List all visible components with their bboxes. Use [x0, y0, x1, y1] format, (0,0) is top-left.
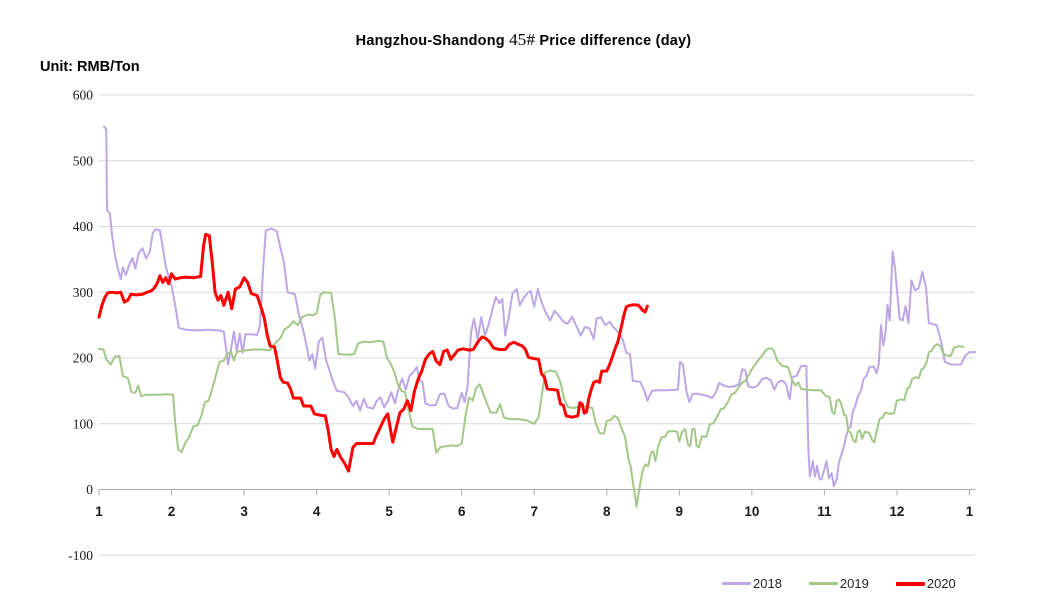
x-axis-label-0: 1: [95, 504, 103, 519]
legend-label-2018: 2018: [753, 576, 782, 591]
y-axis-label-600: 600: [73, 88, 94, 103]
title-grade-number: 45#: [509, 30, 536, 49]
y-axis-label-400: 400: [73, 219, 94, 234]
y-axis-label-300: 300: [73, 285, 94, 300]
unit-label: Unit: RMB/Ton: [40, 59, 140, 75]
legend-item-2018[interactable]: 2018: [722, 576, 782, 591]
x-axis-label-6: 7: [530, 504, 538, 519]
series-line-2018: [103, 125, 977, 488]
legend-swatch-2018-icon: [722, 582, 751, 585]
x-axis-label-9: 10: [744, 504, 759, 519]
legend-label-2019: 2019: [839, 576, 869, 591]
y-axis-label-200: 200: [73, 351, 94, 366]
y-axis-label-100: 100: [73, 416, 94, 431]
legend-item-2020[interactable]: 2020: [895, 576, 956, 591]
legend: 2018 2019 2020: [722, 576, 956, 591]
x-axis-label-8: 9: [676, 504, 684, 519]
x-axis-label-1: 2: [168, 504, 176, 519]
x-axis-label-2: 3: [240, 504, 248, 519]
title-part-left: Hangzhou-Shandong: [355, 33, 510, 49]
y-axis-label-0: 0: [86, 482, 93, 497]
x-axis-label-10: 11: [817, 504, 832, 519]
x-axis-label-3: 4: [313, 504, 321, 519]
x-axis-label-11: 12: [889, 504, 904, 519]
legend-label-2020: 2020: [926, 576, 956, 591]
legend-swatch-2019-icon: [808, 582, 838, 585]
y-axis-label-500: 500: [73, 153, 94, 168]
legend-item-2019[interactable]: 2019: [808, 576, 869, 591]
title-part-right: Price difference (day): [535, 33, 692, 49]
x-axis-label-7: 8: [603, 504, 611, 519]
y-axis-label--100: -100: [68, 548, 93, 563]
x-axis-label-5: 6: [458, 504, 466, 519]
x-axis-label-12: 1: [966, 504, 974, 519]
series-line-2020: [97, 232, 649, 473]
series-line-2019: [98, 291, 965, 508]
page-title: Hangzhou-Shandong 45# Price difference (…: [0, 30, 1047, 50]
legend-swatch-2020-icon: [895, 581, 925, 586]
x-axis-label-4: 5: [385, 504, 393, 519]
